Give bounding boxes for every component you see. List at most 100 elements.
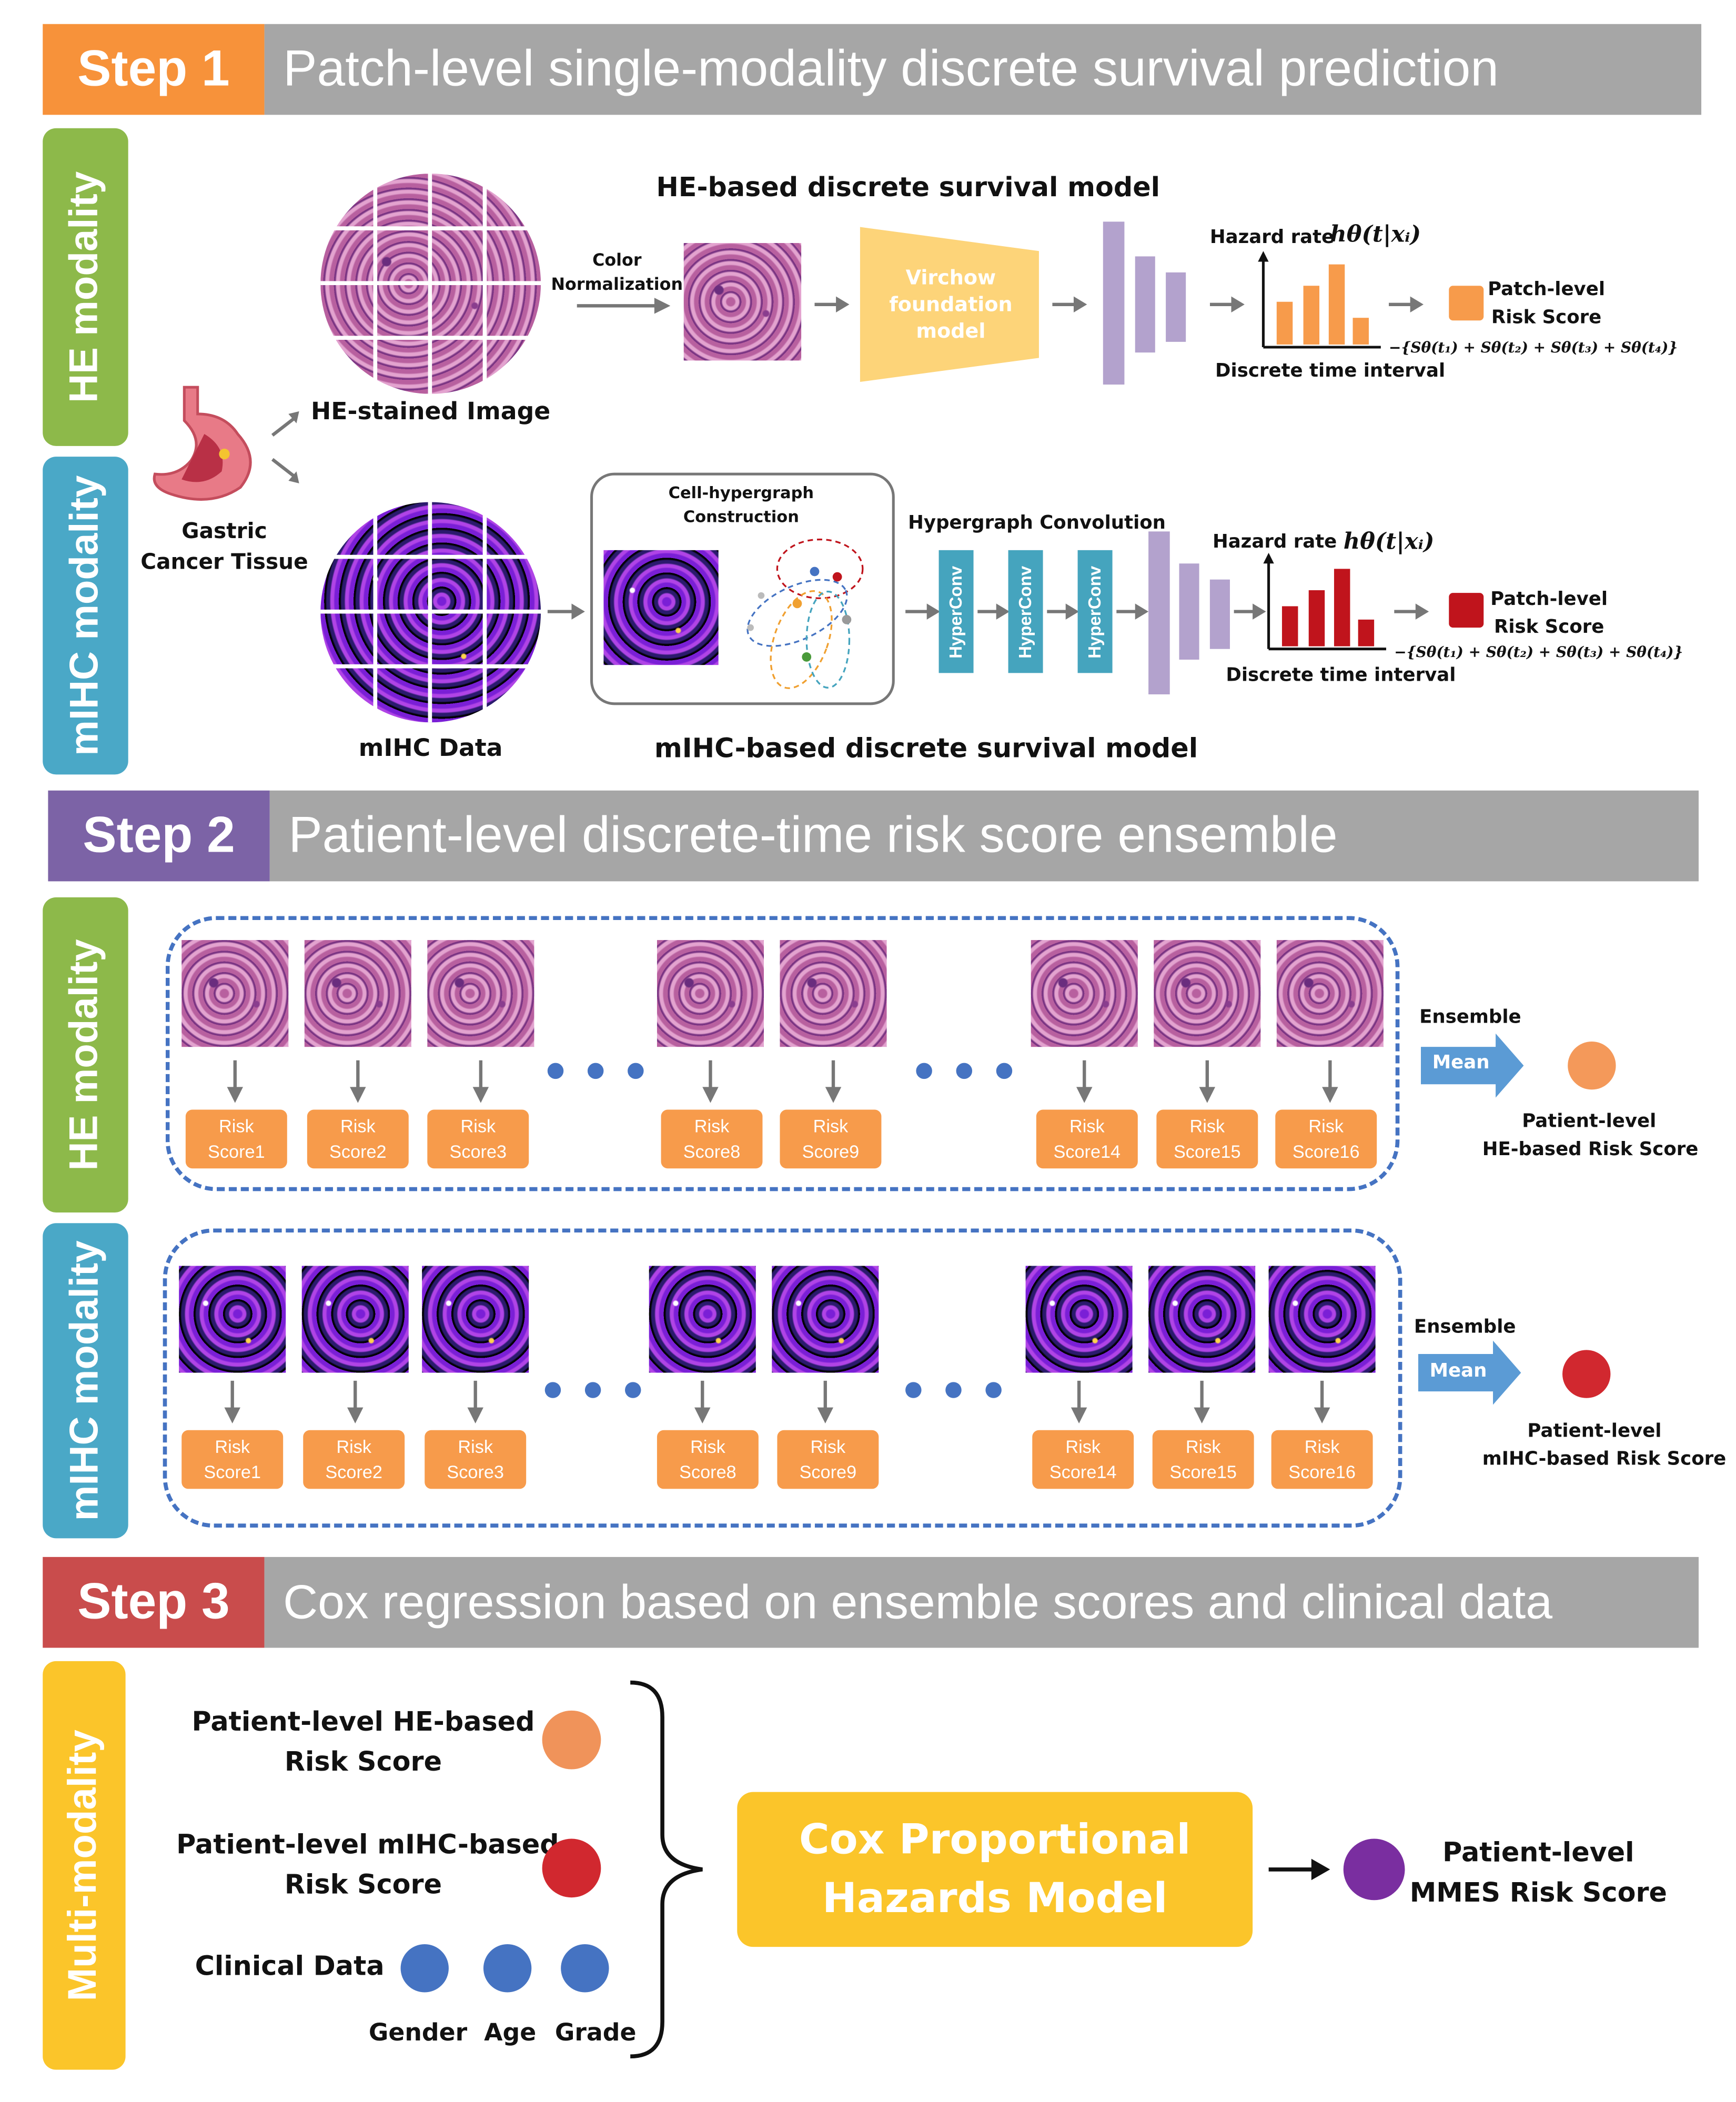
mihc-hazard-formula: hθ(t|xᵢ) xyxy=(1343,529,1435,556)
mihc-down-arrow xyxy=(817,1380,834,1424)
grade-label: Grade xyxy=(554,2019,637,2047)
virchow-label: Virchow foundation model xyxy=(889,266,1013,343)
arrow-he-2 xyxy=(814,296,850,313)
he-stained-image xyxy=(320,174,541,394)
mihc-patch-tile xyxy=(301,1266,409,1373)
mihc-layer-3 xyxy=(1209,579,1230,649)
mihc-risk-score: Risk Score2 xyxy=(303,1430,405,1489)
mihc-risk-score: Risk Score1 xyxy=(181,1430,284,1489)
step3-tag: Step 3 xyxy=(43,1557,265,1648)
he-patch-tile xyxy=(181,940,289,1047)
he-down-arrow xyxy=(227,1060,244,1103)
cox-model-label: Cox Proportional Hazards Model xyxy=(799,1816,1191,1923)
mihc-patch-tile xyxy=(772,1266,879,1373)
mihc-patch-score-square xyxy=(1449,593,1484,628)
he-risk-score: Risk Score16 xyxy=(1275,1109,1377,1169)
mihc-down-arrow xyxy=(694,1380,711,1424)
mihc-discrete-time: Discrete time interval xyxy=(1226,665,1456,686)
step3-side: Multi-modality xyxy=(43,1661,126,2070)
he-down-arrow xyxy=(702,1060,719,1103)
he-layer-3 xyxy=(1166,272,1186,342)
hyperconv-block-1: HyperConv xyxy=(938,550,974,673)
mihc-down-arrow xyxy=(1071,1380,1087,1424)
s3-output-arrow xyxy=(1268,1858,1330,1881)
he-patch-tile xyxy=(1031,940,1138,1047)
mihc-ellipsis-2 xyxy=(905,1382,1002,1398)
mihc-down-arrow xyxy=(1314,1380,1330,1424)
arrow-mihc-4 xyxy=(1047,603,1079,620)
mihc-mean-label: Mean xyxy=(1429,1360,1487,1382)
arrow-mihc-5 xyxy=(1116,603,1149,620)
he-hazard-chart xyxy=(1258,251,1381,349)
mihc-hazard-label: Hazard rate xyxy=(1212,531,1337,553)
he-risk-score: Risk Score3 xyxy=(427,1109,529,1169)
he-patient-score-dot xyxy=(1568,1042,1616,1090)
mihc-layer-1 xyxy=(1148,531,1170,695)
he-hazard-formula: hθ(t|xᵢ) xyxy=(1330,221,1421,249)
s3-clinical-label: Clinical Data xyxy=(195,1949,385,1982)
he-model-title: HE-based discrete survival model xyxy=(656,170,1160,203)
hyperconv-block-2: HyperConv xyxy=(1008,550,1043,673)
he-risk-score: Risk Score9 xyxy=(780,1109,882,1169)
cox-model-box xyxy=(737,1792,1253,1947)
step2-mihc-side: mIHC modality xyxy=(43,1223,128,1539)
arrow-he-3 xyxy=(1052,296,1087,313)
he-mean-arrow xyxy=(1420,1033,1524,1098)
mihc-down-arrow xyxy=(347,1380,364,1424)
s3-mihc-score-dot xyxy=(542,1838,601,1898)
he-patch-tile xyxy=(304,940,411,1047)
he-risk-score: Risk Score2 xyxy=(307,1109,409,1169)
mihc-risk-score: Risk Score16 xyxy=(1271,1430,1373,1489)
virchow-model-shape xyxy=(860,227,1039,382)
mihc-layer-2 xyxy=(1179,563,1199,660)
he-mean-label: Mean xyxy=(1432,1052,1490,1074)
he-patch-score-square xyxy=(1449,286,1484,321)
arrow-mihc-7 xyxy=(1394,603,1429,620)
mihc-sum-formula: −{Sθ(t₁) + Sθ(t₂) + Sθ(t₃) + Sθ(t₄)} xyxy=(1394,643,1683,661)
he-down-arrow xyxy=(350,1060,366,1103)
he-layer-2 xyxy=(1135,256,1155,353)
s3-brace xyxy=(630,1680,703,2059)
arrow-he-1 xyxy=(577,298,671,314)
hyperconv-title: Hypergraph Convolution xyxy=(908,512,1166,534)
step1-tag: Step 1 xyxy=(43,24,265,115)
he-patch-tile xyxy=(1154,940,1261,1047)
mihc-data-image xyxy=(320,502,541,723)
he-patch-tile xyxy=(427,940,534,1047)
grade-dot xyxy=(561,1944,609,1993)
he-down-arrow xyxy=(1199,1060,1216,1103)
mihc-model-title: mIHC-based discrete survival model xyxy=(654,732,1198,764)
he-image-label: HE-stained Image xyxy=(311,398,551,426)
s3-he-score-dot xyxy=(542,1710,601,1770)
mihc-patient-score-dot xyxy=(1562,1350,1611,1398)
mmes-score-label: Patient-level MMES Risk Score xyxy=(1409,1836,1667,1908)
mmes-score-dot xyxy=(1343,1838,1405,1901)
mihc-risk-score: Risk Score3 xyxy=(425,1430,527,1489)
mihc-ellipsis-1 xyxy=(544,1382,641,1398)
mihc-down-arrow xyxy=(467,1380,483,1424)
arrow-mihc-6 xyxy=(1234,603,1266,620)
he-patch-score-label: Patch-level Risk Score xyxy=(1488,279,1606,329)
hypergraph-patch xyxy=(603,550,719,665)
mihc-data-label: mIHC Data xyxy=(358,734,503,763)
he-down-arrow xyxy=(1322,1060,1338,1103)
mihc-hazard-chart xyxy=(1263,552,1386,651)
age-dot xyxy=(483,1944,532,1993)
mihc-down-arrow xyxy=(1194,1380,1210,1424)
mihc-patch-tile xyxy=(1148,1266,1256,1373)
arrow-mihc-1 xyxy=(547,603,585,620)
s3-he-score-label: Patient-level HE-based Risk Score xyxy=(191,1705,535,1777)
mihc-patch-tile xyxy=(179,1266,286,1373)
step1-title: Patch-level single-modality discrete sur… xyxy=(264,24,1702,115)
he-risk-score: Risk Score1 xyxy=(185,1109,287,1169)
he-ellipsis-1 xyxy=(547,1063,644,1079)
he-hazard-label: Hazard rate xyxy=(1209,227,1335,249)
step2-tag: Step 2 xyxy=(48,790,270,882)
mihc-patient-score-label: Patient-level mIHC-based Risk Score xyxy=(1482,1420,1727,1470)
age-label: Age xyxy=(484,2019,537,2047)
step1-he-side: HE modality xyxy=(43,128,128,446)
mihc-ensemble-label: Ensemble xyxy=(1414,1316,1516,1338)
step3-title: Cox regression based on ensemble scores … xyxy=(264,1557,1699,1648)
mihc-risk-score: Risk Score14 xyxy=(1032,1430,1134,1489)
s3-mihc-score-label: Patient-level mIHC-based Risk Score xyxy=(176,1828,559,1901)
